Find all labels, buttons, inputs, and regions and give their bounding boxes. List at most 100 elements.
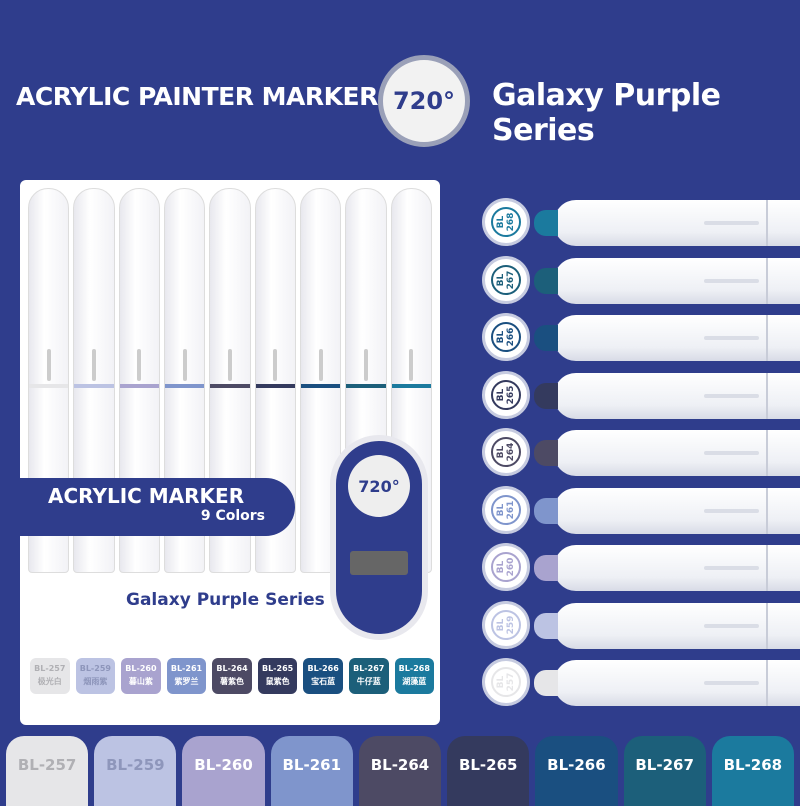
swatch-code: BL-257	[34, 664, 66, 673]
color-swatch: BL-267	[623, 736, 706, 806]
marker-row: BL 259	[482, 600, 800, 651]
color-swatch: BL-266	[535, 736, 618, 806]
color-swatch: BL-261	[270, 736, 353, 806]
marker-row: BL 265	[482, 370, 800, 421]
package-badge: 720°	[348, 455, 410, 517]
marker-seam	[766, 487, 768, 534]
marker-label: BL 266	[491, 322, 521, 352]
color-band	[255, 384, 295, 388]
package-swatch: BL-259 烟雨紫	[75, 658, 116, 694]
color-swatch: BL-265	[447, 736, 530, 806]
swatch-code: BL-268	[398, 664, 430, 673]
marker-clip	[704, 566, 759, 570]
color-band	[29, 384, 69, 388]
marker-label-circle: BL 267	[482, 255, 530, 304]
marker-seam	[766, 430, 768, 476]
package-swatches: BL-257 极光白 BL-259 烟雨紫 BL-260 暮山紫 BL-261 紫罗兰 BL-2…	[30, 658, 435, 694]
swatch-code: BL-261	[170, 664, 203, 673]
marker-row: BL 264	[482, 428, 800, 478]
marker-label: BL 265	[491, 379, 521, 410]
marker-body	[534, 487, 800, 534]
swatch-code: BL-265	[261, 664, 294, 673]
marker-body	[534, 602, 800, 649]
package-label: ACRYLIC MARKER 9 Colors	[20, 478, 295, 536]
marker-tip	[534, 325, 558, 351]
color-band	[300, 384, 341, 388]
package-swatch: BL-261 紫罗兰	[166, 658, 207, 694]
marker-label-circle: BL 260	[482, 543, 530, 591]
marker-body	[534, 660, 800, 706]
color-swatch-bar: BL-257 BL-259 BL-260 BL-261 BL-264 BL-265 BL-2…	[0, 736, 800, 806]
cap-clip	[182, 349, 187, 381]
package-series: Galaxy Purple Series	[126, 590, 325, 610]
color-band	[391, 384, 431, 388]
marker-clip	[704, 221, 759, 225]
marker-body	[534, 200, 800, 246]
package-swatch: BL-266 宝石蓝	[303, 658, 343, 694]
marker-body	[534, 372, 800, 419]
swatch-code: BL-266	[307, 664, 339, 673]
marker-row: BL 257	[482, 658, 800, 708]
swatch-name: 极光白	[37, 677, 62, 686]
marker-body	[534, 257, 800, 304]
marker-tip	[534, 210, 558, 236]
marker-tip	[534, 267, 558, 294]
rotation-badge: 720°	[378, 55, 470, 147]
marker-label: BL 268	[491, 207, 521, 237]
marker-seam	[766, 315, 768, 361]
marker-label: BL 261	[491, 494, 521, 525]
marker-label-circle: BL 265	[482, 370, 530, 419]
package-swatch: BL-260 暮山紫	[121, 658, 161, 694]
swatch-name: 暮山紫	[128, 677, 153, 686]
cap-clip	[409, 349, 414, 381]
marker-seam	[766, 257, 768, 304]
marker-row: BL 266	[482, 313, 800, 363]
marker-label-circle: BL 266	[482, 313, 530, 361]
marker-seam	[766, 200, 768, 246]
marker-row: BL 260	[482, 543, 800, 593]
swatch-name: 鼠紫色	[265, 677, 290, 686]
marker-clip	[704, 451, 759, 455]
swatch-code: BL-260	[125, 664, 157, 673]
marker-tip	[534, 555, 558, 581]
package-swatch: BL-268 湖藻蓝	[394, 658, 435, 694]
cap-clip	[273, 349, 278, 381]
marker-row: BL 261	[482, 485, 800, 536]
marker-seam	[766, 660, 768, 706]
color-band	[346, 384, 386, 388]
marker-label-circle: BL 259	[482, 600, 530, 649]
cap-clip	[318, 349, 323, 381]
swatch-name: 牛仔蓝	[356, 677, 381, 686]
color-swatch: BL-260	[182, 736, 265, 806]
swatch-name: 紫罗兰	[174, 677, 199, 686]
package-swatch: BL-264 薯紫色	[212, 658, 252, 694]
color-swatch: BL-257	[6, 736, 89, 806]
swatch-name: 薯紫色	[220, 677, 245, 686]
marker-body	[534, 545, 800, 591]
marker-row: BL 267	[482, 255, 800, 306]
package-title: ACRYLIC MARKER	[48, 484, 245, 508]
swatch-name: 烟雨紫	[83, 677, 108, 686]
series-title: Galaxy Purple Series	[492, 78, 721, 148]
marker-label: BL 257	[491, 667, 521, 697]
marker-label: BL 259	[491, 609, 521, 640]
marker-label: BL 260	[491, 552, 521, 582]
marker-tip	[534, 612, 558, 639]
package-swatch: BL-257 极光白	[30, 658, 70, 694]
color-band	[74, 384, 114, 388]
cap-clip	[228, 349, 232, 381]
marker-tip	[534, 497, 558, 524]
marker-clip	[704, 681, 759, 685]
color-band	[164, 384, 205, 388]
marker-clip	[704, 336, 759, 340]
brand-title: ACRYLIC PAINTER MARKER	[16, 82, 410, 111]
marker-clip	[704, 278, 759, 283]
swatch-code: BL-259	[79, 664, 111, 673]
swatch-name: 宝石蓝	[311, 677, 336, 686]
marker-nib-icon	[350, 551, 408, 575]
marker-label-circle: BL 257	[482, 658, 530, 706]
color-swatch: BL-268	[711, 736, 794, 806]
brand-text: ACRYLIC PAINTER MARKER	[16, 82, 378, 111]
cap-clip	[363, 349, 368, 381]
marker-row: BL 268	[482, 198, 800, 248]
